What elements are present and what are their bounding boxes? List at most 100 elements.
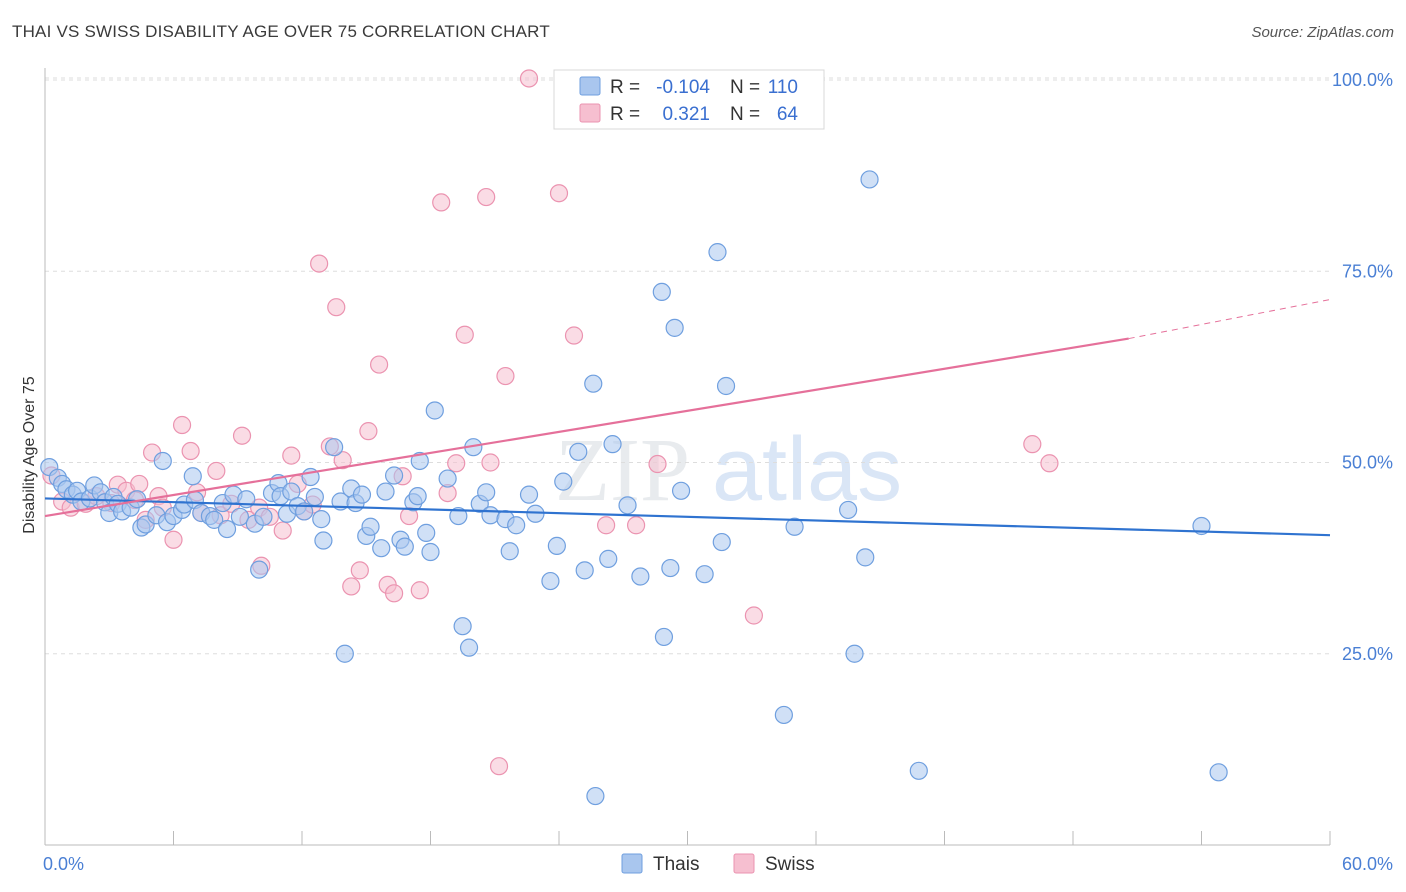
thais-point-59 (384, 466, 404, 485)
bottom-legend-label-thais: Thais (653, 854, 699, 875)
bottom-legend-swatch-thais (621, 853, 643, 874)
swiss-point-55 (564, 326, 584, 345)
thais-point-104 (845, 644, 864, 663)
axes (44, 68, 1331, 846)
swiss-point-38 (359, 422, 378, 441)
thais-point-31 (217, 519, 237, 539)
swiss-point-63 (1040, 454, 1059, 473)
swiss-point-35 (333, 451, 352, 470)
swiss-point-14 (164, 530, 183, 549)
y-tick-label-75: 75.0% (1342, 261, 1393, 281)
thais-point-51 (335, 644, 354, 663)
thais-point-93 (654, 627, 674, 647)
swiss-point-44 (410, 581, 429, 600)
thais-point-96 (671, 481, 691, 500)
swiss-point-61 (744, 606, 763, 625)
swiss-point-47 (447, 454, 466, 473)
thais-point-106 (860, 170, 879, 189)
thais-point-68 (438, 469, 457, 488)
thais-point-44 (295, 502, 314, 521)
thais-point-75 (481, 506, 500, 525)
y-tick-label-50: 50.0% (1342, 453, 1393, 473)
x-tick-label-min: 0.0% (43, 854, 84, 874)
thais-point-107 (909, 761, 928, 780)
swiss-point-57 (626, 516, 646, 535)
thais-point-69 (449, 506, 468, 526)
thais-point-80 (526, 504, 545, 523)
chart-title: THAI VS SWISS DISABILITY AGE OVER 75 COR… (12, 22, 550, 41)
thais-point-64 (410, 451, 429, 471)
thais-point-84 (569, 442, 588, 461)
thais-point-91 (631, 567, 650, 586)
thais-point-63 (408, 487, 427, 506)
bottom-legend: Thais Swiss (621, 853, 815, 875)
legend-swatch-swiss (579, 103, 601, 123)
legend-n-value-swiss: 64 (777, 104, 799, 125)
thais-point-57 (372, 539, 391, 558)
thais-point-54 (352, 485, 372, 504)
thais-point-82 (547, 536, 566, 555)
x-tick-label-max: 60.0% (1342, 854, 1393, 874)
thais-point-49 (325, 438, 344, 457)
y-tick-label-100: 100.0% (1332, 70, 1393, 90)
thais-point-66 (421, 542, 440, 562)
swiss-point-15 (172, 415, 192, 435)
thais-point-77 (500, 542, 519, 561)
thais-point-65 (417, 523, 436, 542)
swiss-trend-line (44, 337, 1129, 518)
thais-point-78 (507, 516, 526, 535)
x-tick-labels: 0.0% 60.0% (43, 854, 1393, 874)
legend-r-value-swiss: 0.321 (662, 104, 710, 125)
legend-box: R = -0.104 N = 110 R = 0.321 N = 64 (553, 69, 825, 130)
thais-point-20 (153, 451, 172, 471)
gridlines (45, 77, 1330, 655)
thais-point-109 (1209, 763, 1228, 782)
thais-point-102 (785, 517, 804, 536)
swiss-points (42, 69, 1059, 776)
legend-r-label-swiss: R = (610, 104, 640, 125)
swiss-point-9 (130, 474, 149, 494)
y-tick-labels: 25.0% 50.0% 75.0% 100.0% (1332, 70, 1393, 664)
swiss-point-54 (549, 184, 569, 203)
legend-n-label-thais: N = (730, 77, 760, 98)
y-axis-title: Disability Age Over 75 (21, 376, 38, 534)
bottom-legend-swatch-swiss (733, 853, 755, 874)
thais-point-58 (376, 482, 395, 501)
legend-swatch-thais (579, 76, 601, 96)
legend-n-label-swiss: N = (730, 104, 760, 125)
legend-r-label-thais: R = (610, 77, 640, 98)
legend-r-value-thais: -0.104 (656, 77, 710, 98)
thais-point-25 (183, 467, 202, 486)
swiss-point-19 (207, 461, 226, 481)
thais-point-33 (230, 507, 249, 526)
swiss-trend-line-extension (1128, 299, 1331, 340)
swiss-point-53 (519, 69, 539, 88)
thais-point-46 (305, 487, 324, 507)
swiss-point-37 (350, 561, 369, 580)
swiss-point-22 (232, 426, 252, 445)
swiss-point-34 (327, 298, 346, 317)
thais-point-86 (584, 374, 603, 393)
thais-point-89 (603, 435, 622, 454)
thais-point-79 (519, 485, 539, 504)
trend-lines (44, 299, 1331, 537)
swiss-point-51 (489, 757, 509, 776)
thais-point-92 (652, 282, 671, 302)
thais-point-61 (395, 537, 414, 556)
thais-point-103 (839, 500, 858, 520)
swiss-point-27 (273, 521, 292, 540)
thais-point-101 (774, 705, 793, 725)
chart-source: Source: ZipAtlas.com (1251, 24, 1394, 41)
thais-point-87 (586, 786, 605, 806)
thais-point-88 (599, 549, 618, 568)
thais-point-90 (618, 496, 637, 515)
y-tick-label-25: 25.0% (1342, 644, 1393, 664)
swiss-point-58 (648, 454, 667, 474)
thais-point-97 (695, 565, 714, 584)
legend-n-value-thais: 110 (768, 77, 798, 98)
thais-point-98 (708, 243, 727, 262)
swiss-point-52 (496, 366, 515, 386)
thais-point-94 (661, 558, 680, 578)
thais-point-36 (250, 560, 269, 579)
